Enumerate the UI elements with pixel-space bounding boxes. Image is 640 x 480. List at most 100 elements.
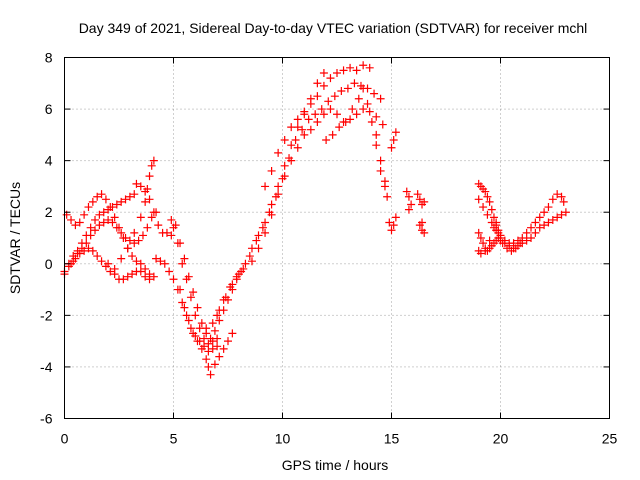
data-point — [535, 223, 544, 232]
data-point — [481, 246, 490, 255]
data-point — [418, 218, 427, 227]
data-point — [149, 156, 158, 165]
data-point — [346, 63, 355, 72]
data-point — [404, 192, 413, 201]
data-point — [346, 115, 355, 124]
data-point — [479, 203, 488, 212]
data-point — [119, 275, 128, 284]
data-point — [128, 270, 137, 279]
data-point — [104, 215, 113, 224]
data-point — [274, 182, 283, 191]
y-axis-title: SDTVAR / TECUs — [7, 182, 23, 294]
data-point — [176, 239, 185, 248]
data-point — [215, 352, 224, 361]
data-point — [88, 197, 97, 206]
data-point — [274, 190, 283, 199]
data-point — [162, 228, 171, 237]
data-point — [136, 182, 145, 191]
data-point — [224, 337, 232, 346]
data-point — [476, 234, 485, 242]
data-point — [333, 110, 341, 119]
data-point — [503, 244, 512, 253]
data-point — [228, 329, 237, 338]
data-point — [387, 226, 396, 235]
data-point — [132, 257, 141, 266]
data-point — [141, 272, 150, 281]
data-point — [378, 120, 387, 129]
data-point — [492, 218, 501, 227]
data-point — [208, 344, 217, 353]
x-axis-title: GPS time / hours — [282, 457, 389, 473]
data-point — [402, 187, 411, 196]
data-point — [420, 228, 429, 237]
data-point — [180, 254, 189, 263]
data-point — [106, 203, 115, 212]
data-point — [376, 166, 385, 175]
data-point — [184, 316, 193, 325]
data-point — [117, 197, 126, 206]
data-point — [376, 156, 385, 165]
data-point — [291, 136, 300, 145]
data-point — [97, 190, 106, 199]
data-point — [298, 125, 307, 134]
data-point — [232, 272, 241, 281]
data-point — [71, 221, 80, 230]
data-point — [540, 221, 549, 230]
data-point — [143, 223, 152, 232]
data-point — [476, 249, 485, 258]
data-point — [145, 172, 154, 181]
data-point — [91, 215, 100, 224]
data-point — [324, 97, 333, 106]
data-point — [487, 205, 496, 214]
data-point — [110, 264, 119, 273]
data-point — [293, 143, 302, 152]
data-point — [149, 272, 158, 281]
data-point — [359, 84, 368, 93]
data-point — [95, 221, 104, 230]
data-point — [494, 226, 503, 235]
data-point — [136, 267, 145, 276]
data-point — [145, 275, 154, 284]
data-point — [208, 319, 217, 328]
data-point — [108, 218, 117, 227]
data-point — [370, 89, 379, 98]
data-point — [527, 234, 536, 242]
y-tick-label: 4 — [45, 153, 53, 169]
data-point — [136, 259, 145, 268]
data-point — [544, 203, 553, 212]
data-point — [376, 94, 385, 103]
data-point — [213, 311, 222, 320]
data-point — [182, 311, 191, 320]
data-point — [352, 66, 361, 75]
data-point — [165, 267, 174, 276]
data-point — [339, 66, 348, 75]
data-point — [95, 210, 104, 219]
data-point — [99, 218, 108, 227]
x-tick-label: 15 — [384, 431, 400, 447]
data-point — [258, 223, 267, 232]
data-point — [311, 110, 320, 119]
data-point — [82, 239, 91, 248]
data-point — [511, 244, 520, 253]
data-point — [141, 187, 150, 196]
data-point — [391, 213, 400, 222]
data-point — [313, 79, 322, 88]
data-point — [548, 215, 557, 224]
data-point — [387, 143, 396, 152]
data-point — [300, 107, 309, 116]
data-point — [138, 231, 147, 240]
data-point — [67, 215, 76, 224]
data-point — [489, 213, 498, 222]
data-point — [169, 275, 178, 284]
data-point — [91, 226, 100, 235]
data-point — [483, 210, 492, 219]
data-point — [86, 231, 95, 240]
data-point — [99, 208, 108, 217]
x-tick-label: 5 — [170, 431, 178, 447]
data-point — [365, 107, 374, 116]
data-point — [210, 326, 219, 335]
data-point — [117, 228, 126, 237]
data-point — [115, 223, 123, 232]
data-point — [527, 223, 536, 232]
data-point — [380, 177, 389, 186]
